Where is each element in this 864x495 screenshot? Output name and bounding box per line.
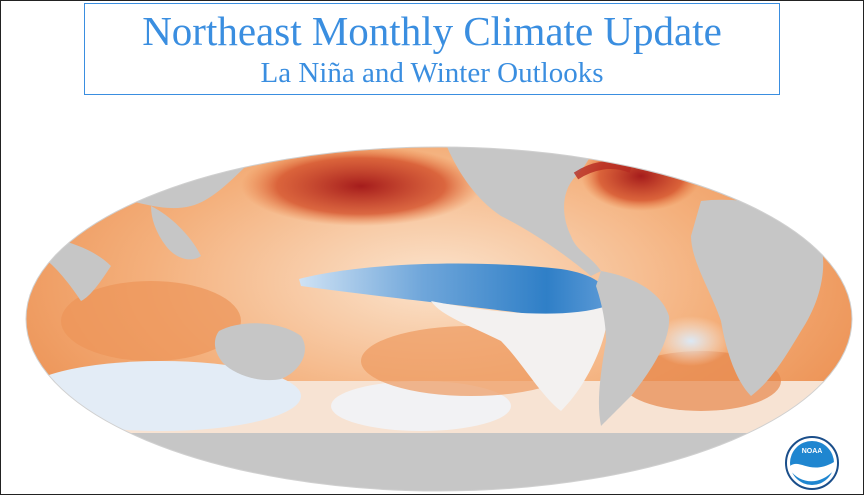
europe xyxy=(721,147,852,161)
southeast-pacific-neutral xyxy=(431,301,608,411)
antarctica xyxy=(26,433,852,491)
globe-outline xyxy=(25,146,853,492)
north-atlantic-warm-anomaly xyxy=(581,147,701,211)
south-america xyxy=(596,271,670,426)
gulf-stream-warm-rim xyxy=(573,161,633,180)
page-subtitle: La Niña and Winter Outlooks xyxy=(260,57,604,89)
page-title: Northeast Monthly Climate Update xyxy=(142,8,722,54)
noaa-logo-text: NOAA xyxy=(802,448,823,455)
greenland xyxy=(641,147,722,152)
noaa-logo-icon: NOAA xyxy=(785,436,839,490)
arctic-warm-rim xyxy=(121,131,161,141)
southeast-asia xyxy=(151,206,201,260)
north-america xyxy=(431,147,602,276)
kuroshio-warm-rim xyxy=(249,147,304,164)
title-box: Northeast Monthly Climate Update La Niña… xyxy=(84,3,780,95)
la-nina-cool-tongue xyxy=(299,263,609,318)
south-atlantic-cool-patch xyxy=(651,316,731,366)
australia xyxy=(214,323,305,381)
north-pacific-warm-anomaly xyxy=(241,147,481,226)
globe xyxy=(26,131,852,491)
indian-ocean-warm xyxy=(61,281,241,361)
africa xyxy=(691,199,824,396)
